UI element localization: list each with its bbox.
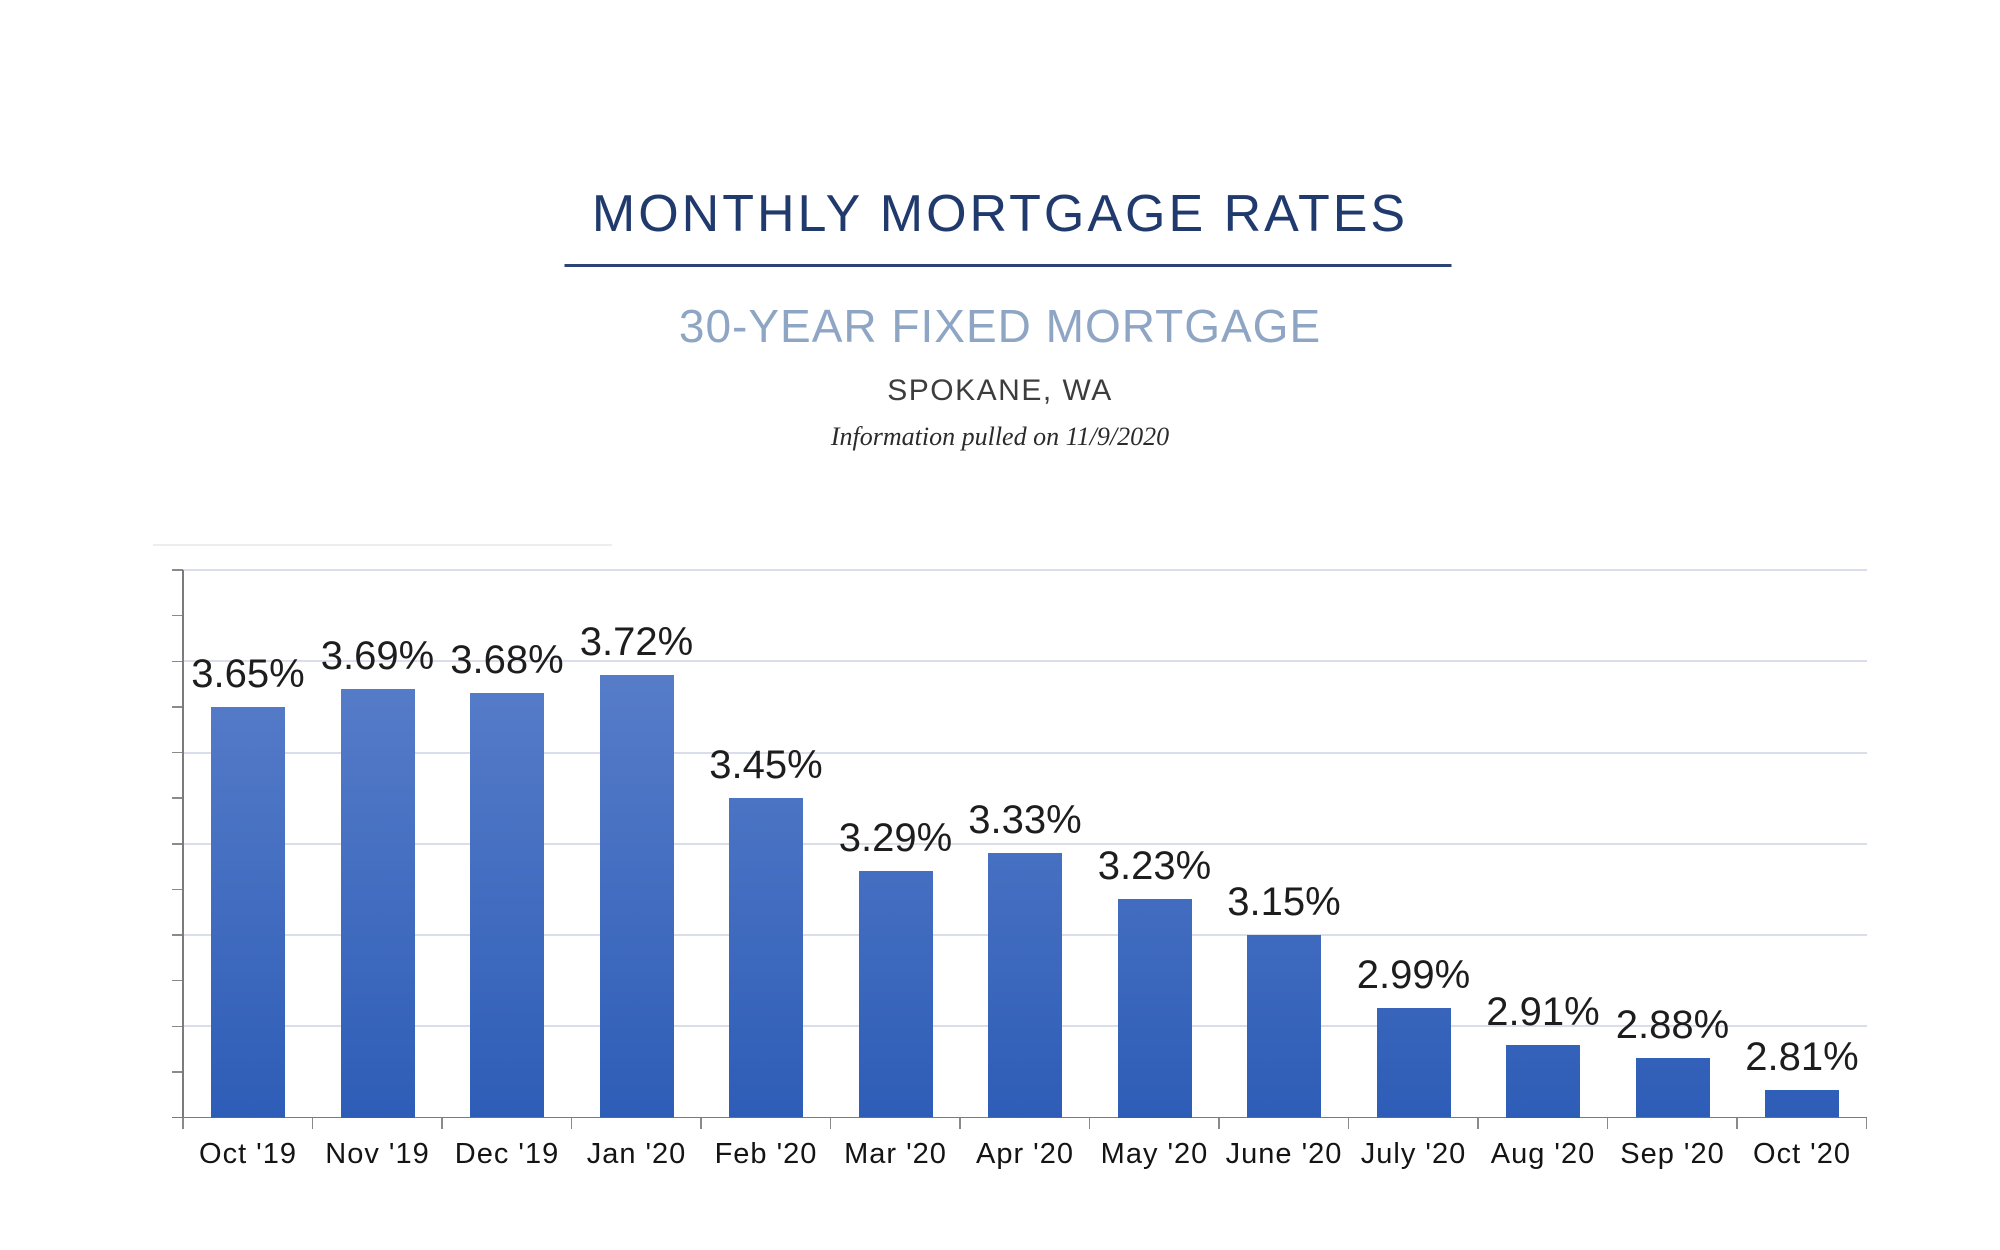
x-axis-tick <box>311 1117 314 1129</box>
bar-jan-20 <box>599 674 674 1118</box>
bar-value-label: 3.45% <box>709 743 823 788</box>
x-axis-label: Sep '20 <box>1620 1138 1725 1170</box>
gridline <box>183 751 1867 754</box>
gridline <box>183 842 1867 845</box>
y-axis-tick <box>172 979 183 982</box>
y-axis-tick <box>172 797 183 799</box>
x-axis-label: Oct '20 <box>1753 1138 1851 1170</box>
page-subtitle: 30-YEAR FIXED MORTGAGE <box>678 300 1322 352</box>
bar-feb-20 <box>729 798 803 1118</box>
x-axis-label: Feb '20 <box>714 1138 818 1170</box>
y-axis-tick <box>172 934 183 936</box>
bar-july-20 <box>1376 1008 1451 1118</box>
bar-value-label: 3.72% <box>579 619 694 664</box>
x-axis-label: Oct '19 <box>199 1138 297 1170</box>
bar-value-label: 3.68% <box>450 638 564 683</box>
bar-value-label: 2.81% <box>1745 1035 1859 1080</box>
location-label: SPOKANE, WA <box>887 374 1113 407</box>
bar-june-20 <box>1247 935 1321 1118</box>
x-axis-label: Apr '20 <box>976 1138 1074 1170</box>
bar-apr-20 <box>988 852 1062 1118</box>
y-axis-tick <box>172 843 183 845</box>
x-axis-tick <box>829 1117 832 1129</box>
bar-may-20 <box>1117 898 1192 1118</box>
x-axis-label: Nov '19 <box>325 1138 430 1170</box>
gridline <box>183 660 1867 663</box>
gridline <box>183 569 1867 571</box>
bar-dec-19 <box>470 693 544 1118</box>
bar-value-label: 3.65% <box>191 651 305 696</box>
x-axis-tick <box>959 1117 961 1129</box>
x-axis-tick <box>1736 1117 1738 1129</box>
x-axis-label: June '20 <box>1225 1138 1343 1170</box>
x-axis-tick <box>570 1117 573 1129</box>
bar-value-label: 3.15% <box>1227 880 1341 924</box>
x-axis-tick <box>182 1117 184 1129</box>
y-axis-tick <box>172 751 183 754</box>
bar-sep-20 <box>1635 1058 1710 1118</box>
x-axis-tick <box>1865 1117 1868 1129</box>
x-axis-label: Jan '20 <box>586 1138 687 1170</box>
bar-value-label: 3.33% <box>968 797 1082 842</box>
bar-oct-20 <box>1765 1090 1839 1118</box>
x-axis-label: Mar '20 <box>844 1138 947 1170</box>
bar-value-label: 3.29% <box>838 816 953 861</box>
y-axis-tick <box>172 569 183 571</box>
x-axis-label: Dec '19 <box>454 1138 560 1170</box>
stray-top-line <box>153 544 612 546</box>
x-axis-label: Aug '20 <box>1490 1138 1596 1170</box>
bar-value-label: 2.91% <box>1486 989 1600 1034</box>
x-axis-tick <box>1347 1117 1350 1129</box>
bar-value-label: 2.99% <box>1356 953 1471 997</box>
bar-mar-20 <box>858 871 933 1118</box>
title-underline <box>564 264 1452 267</box>
y-axis-tick <box>172 614 183 617</box>
x-axis-tick <box>1218 1117 1220 1129</box>
x-axis-label: May '20 <box>1100 1138 1209 1170</box>
y-axis-tick <box>172 660 183 663</box>
x-axis-tick <box>441 1117 443 1129</box>
x-axis-tick <box>1606 1117 1609 1129</box>
x-axis-label: July '20 <box>1360 1138 1467 1170</box>
page-title: MONTHLY MORTGAGE RATES <box>591 185 1409 243</box>
y-axis-line <box>182 570 184 1129</box>
y-axis-tick <box>172 706 183 708</box>
bar-value-label: 3.69% <box>320 633 435 678</box>
pulled-date-note: Information pulled on 11/9/2020 <box>830 422 1170 451</box>
bar-oct-19 <box>211 706 285 1118</box>
y-axis-tick <box>172 1071 183 1073</box>
x-axis-tick <box>1477 1117 1479 1129</box>
bar-value-label: 3.23% <box>1097 843 1212 888</box>
bar-aug-20 <box>1506 1044 1580 1118</box>
y-axis-tick <box>172 888 183 891</box>
y-axis-tick <box>172 1025 183 1028</box>
bar-value-label: 2.88% <box>1615 1003 1730 1048</box>
x-axis-tick <box>700 1117 702 1129</box>
x-axis-tick <box>1088 1117 1091 1129</box>
bar-nov-19 <box>340 688 415 1118</box>
